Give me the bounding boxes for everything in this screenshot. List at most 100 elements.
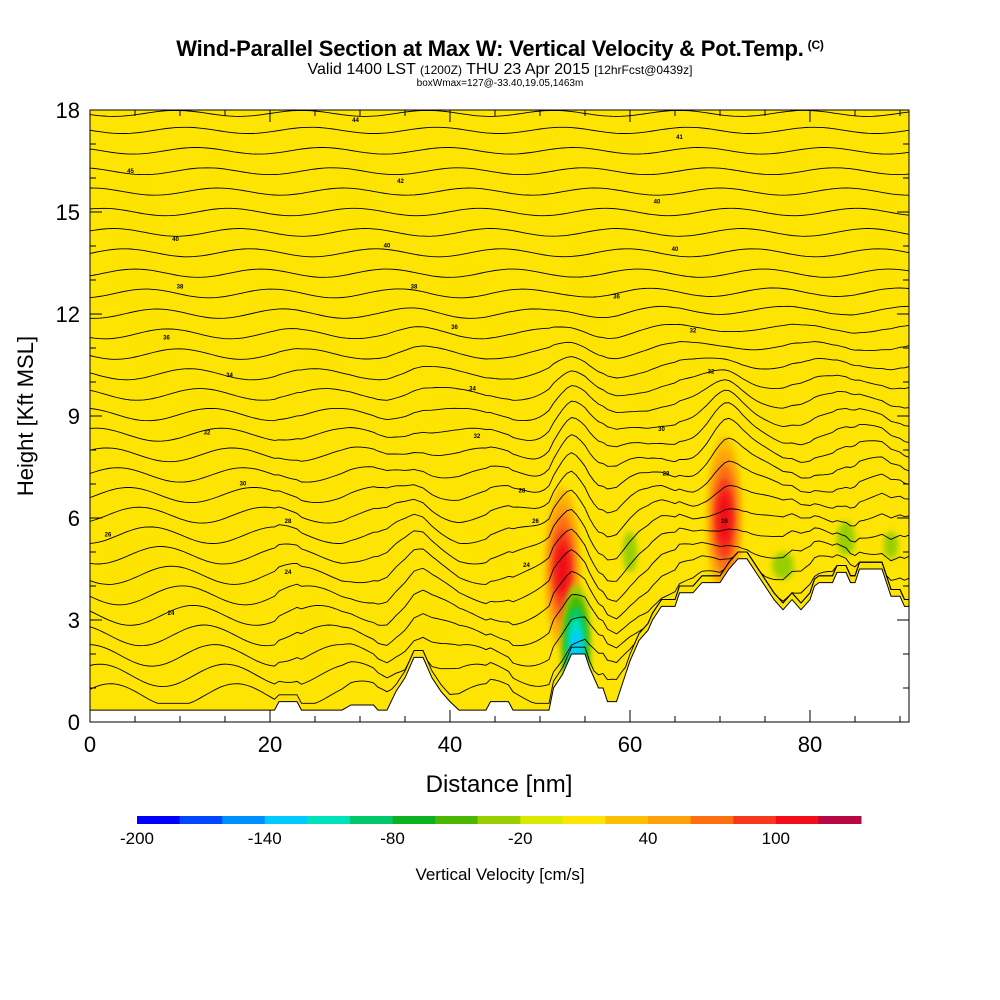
theta-contour-10	[90, 437, 909, 504]
sink-patch-3	[883, 531, 899, 559]
colorbar-swatch-11	[605, 816, 649, 824]
y-tick-label-15: 15	[56, 200, 80, 225]
theta-contour-6	[90, 527, 909, 585]
theta-contour-22	[90, 248, 909, 258]
contour-label-20: 30	[240, 482, 247, 488]
contour-label-14: 34	[226, 373, 233, 379]
theta-contour-12	[90, 402, 909, 463]
contour-label-0: 44	[352, 118, 359, 124]
contour-label-16: 32	[708, 369, 715, 375]
velocity-blob-2	[171, 375, 225, 457]
colorbar-tick-label-0: -200	[120, 829, 154, 848]
theta-contour-17	[90, 341, 909, 360]
velocity-blob-20	[292, 589, 338, 685]
y-tick-label-12: 12	[56, 302, 80, 327]
y-axis-label: Height [Kft MSL]	[13, 336, 38, 496]
contour-label-10: 36	[613, 295, 620, 301]
theta-contour-14	[90, 379, 909, 422]
theta-contour-29	[90, 110, 909, 117]
theta-contour-27	[90, 147, 909, 155]
colorbar-swatch-3	[264, 816, 308, 824]
theta-contour-3	[90, 551, 909, 647]
chart-title-main: Wind-Parallel Section at Max W: Vertical…	[176, 36, 804, 61]
colorbar-tick-label-4: 40	[639, 829, 658, 848]
contour-label-2: 45	[127, 169, 134, 175]
theta-contour-5	[90, 540, 909, 606]
colorbar-swatch-13	[690, 816, 734, 824]
theta-contour-13	[90, 389, 909, 442]
utc-time: (1200Z)	[419, 63, 462, 77]
x-tick-label-60: 60	[618, 732, 642, 757]
theta-contour-7	[90, 508, 909, 565]
forecast-info: [12hrFcst@0439z]	[594, 63, 693, 77]
colorbar-swatch-7	[435, 816, 479, 824]
velocity-blob-19	[189, 565, 243, 620]
contour-label-27: 24	[285, 570, 292, 576]
contour-label-29: 24	[168, 611, 175, 617]
velocity-blob-15	[337, 154, 383, 236]
velocity-blob-13	[864, 178, 900, 314]
theta-contour-28	[90, 126, 909, 134]
colorbar-swatch-8	[477, 816, 521, 824]
contour-label-6: 40	[384, 244, 391, 250]
terrain-mask	[89, 558, 910, 723]
contour-label-17: 32	[204, 431, 211, 437]
theta-contour-25	[90, 187, 909, 196]
sink-patch-2	[622, 531, 638, 573]
box-max-info: boxWmax=127@-33.40,19.05,1463m	[416, 78, 584, 89]
colorbar-tick-label-2: -80	[380, 829, 405, 848]
velocity-blob-3	[225, 422, 279, 478]
contour-label-21: 28	[519, 488, 526, 494]
velocity-blob-23	[567, 497, 621, 607]
y-tick-label-6: 6	[68, 506, 80, 531]
colorbar-swatch-10	[562, 816, 606, 824]
velocity-blob-10	[679, 252, 725, 376]
updraft-core-0-level-4	[555, 543, 570, 595]
chart-subtitle: Valid 1400 LST (1200Z) THU 23 Apr 2015 […	[0, 61, 1000, 79]
contour-label-1: 41	[676, 135, 683, 141]
velocity-blob-6	[423, 388, 477, 444]
y-tick-label-18: 18	[56, 98, 80, 123]
theta-contour-19	[90, 305, 909, 319]
velocity-blob-12	[805, 280, 851, 416]
contour-label-8: 38	[177, 284, 184, 290]
theta-contour-20	[90, 287, 909, 299]
contour-label-9: 38	[411, 284, 418, 290]
theta-contour-16	[90, 356, 909, 381]
velocity-blob-17	[769, 127, 815, 229]
contour-label-24: 26	[532, 519, 539, 525]
valid-time: Valid 1400 LST	[307, 61, 416, 78]
chart-title: Wind-Parallel Section at Max W: Vertical…	[0, 36, 1000, 62]
contour-label-23: 28	[285, 519, 292, 525]
contour-label-11: 36	[163, 335, 170, 341]
velocity-blob-22	[459, 518, 531, 573]
theta-contour-23	[90, 228, 909, 237]
colorbar-swatch-1	[179, 816, 223, 824]
colorbar-tick-label-5: 100	[762, 829, 790, 848]
contour-label-22: 28	[663, 471, 670, 477]
theta-contour-9	[90, 460, 909, 524]
y-tick-label-0: 0	[68, 710, 80, 735]
sink-patch-0	[772, 552, 794, 580]
theta-contour-labels: 44 41 45 42 40 40 40 40 38 38 36 36 36 32 34 34 32 32 32 30…	[105, 118, 729, 617]
copyright-mark: (C)	[807, 38, 824, 52]
velocity-blob-0	[108, 161, 162, 331]
contour-label-3: 42	[397, 179, 404, 185]
theta-contour-24	[90, 207, 909, 217]
contour-label-4: 40	[654, 199, 661, 205]
colorbar-swatch-0	[137, 816, 181, 824]
valid-date: THU 23 Apr 2015	[466, 61, 590, 78]
contour-label-5: 40	[172, 237, 179, 243]
theta-contour-21	[90, 268, 909, 278]
contour-label-26: 26	[105, 533, 112, 539]
colorbar-tick-label-3: -20	[508, 829, 533, 848]
y-tick-label-3: 3	[68, 608, 80, 633]
theta-contour-15	[90, 369, 909, 401]
colorbar: -200 -140 -80 -20 40 100	[120, 816, 862, 848]
x-tick-label-80: 80	[798, 732, 822, 757]
colorbar-swatch-4	[307, 816, 351, 824]
colorbar-swatch-15	[775, 816, 819, 824]
colorbar-label: Vertical Velocity [cm/s]	[415, 865, 584, 884]
